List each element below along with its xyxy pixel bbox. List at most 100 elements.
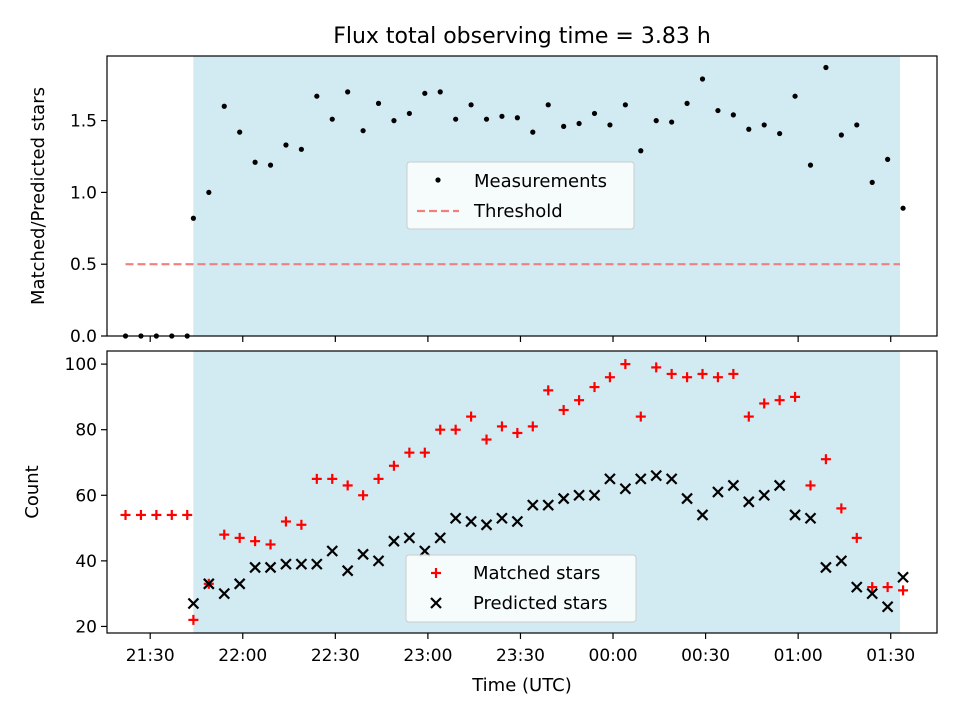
matched-stars-point [496, 421, 507, 432]
x-tick-label: 01:00 [774, 646, 823, 666]
bottom-axes-frame [106, 350, 938, 634]
predicted-stars-point [773, 479, 786, 492]
matched-stars-point [635, 411, 646, 422]
measurement-point [869, 179, 875, 185]
measurement-point [545, 102, 551, 108]
predicted-stars-point [218, 587, 231, 600]
measurement-point [900, 205, 906, 211]
top-legend-box [406, 161, 635, 230]
matched-stars-point [836, 503, 847, 514]
predicted-stars-point [372, 555, 385, 567]
predicted-stars-point [295, 558, 308, 570]
matched-stars-point [589, 382, 600, 393]
y-tick-label: 0.5 [70, 255, 97, 275]
measurement-point [468, 102, 474, 108]
measurement-point [591, 110, 598, 117]
matched-stars-point [743, 411, 754, 422]
legend-measurements-label: Measurements [474, 171, 607, 192]
x-tick-label: 01:30 [866, 646, 915, 666]
measurement-point [406, 110, 412, 117]
predicted-stars-point [187, 597, 200, 610]
matched-stars-point [373, 473, 384, 484]
predicted-stars-point [264, 561, 277, 574]
bottom-legend-box [405, 554, 637, 623]
measurement-point [283, 142, 289, 148]
predicted-stars-point [434, 532, 447, 544]
matched-stars-point [481, 434, 492, 445]
measurement-point [561, 123, 567, 129]
predicted-stars-point [727, 479, 740, 492]
measurement-point [730, 112, 736, 118]
top-y-axis: 0.0 0.5 1.0 1.5 [70, 112, 107, 347]
predicted-stars-point [758, 489, 770, 502]
predicted-stars-point [465, 515, 477, 528]
x-tick-label: 21:30 [126, 646, 175, 666]
measurement-point [807, 162, 814, 168]
matched-stars-point [280, 516, 291, 527]
measurement-point [792, 93, 798, 99]
matched-stars-point [867, 582, 878, 593]
measurement-point [514, 115, 520, 121]
matched-stars-point [450, 424, 461, 435]
x-tick-label: 23:00 [403, 646, 452, 666]
measurement-point [854, 122, 860, 128]
matched-stars-point [558, 405, 569, 416]
legend-predicted-label: Predicted stars [473, 593, 607, 614]
matched-stars-point [327, 473, 338, 484]
predicted-stars-point [712, 486, 724, 498]
predicted-stars-point [203, 578, 215, 590]
matched-stars-point [435, 424, 446, 435]
measurement-point [622, 102, 628, 108]
matched-stars-point [805, 480, 816, 491]
predicted-stars-point [403, 532, 416, 544]
predicted-stars-point [233, 578, 246, 590]
matched-stars-point [219, 529, 230, 540]
matched-stars-point [182, 509, 193, 520]
bottom-y-axis-label: Count [22, 465, 43, 518]
measurement-point [761, 122, 767, 128]
matched-stars-point [342, 480, 353, 491]
measurement-point [190, 215, 196, 221]
measurement-point [329, 116, 335, 122]
measurement-point [360, 128, 366, 134]
measurement-point [838, 132, 844, 138]
matched-stars-point [820, 454, 831, 465]
predicted-stars-point [311, 558, 323, 570]
predicted-stars-point [850, 581, 863, 593]
measurement-point [576, 120, 582, 127]
matched-stars-point [466, 411, 477, 422]
measurement-point [530, 129, 536, 135]
matched-stars-point [388, 460, 399, 471]
measurement-point [391, 118, 397, 124]
x-tick-label: 22:30 [311, 646, 360, 666]
y-tick-label: 60 [75, 486, 97, 506]
measurement-point [885, 156, 891, 162]
measurement-point [669, 119, 675, 125]
predicted-stars-point [480, 519, 493, 531]
matched-stars-point [188, 614, 199, 625]
measurement-point [252, 159, 258, 165]
measurement-point [653, 118, 659, 124]
matched-stars-point [265, 539, 276, 550]
predicted-stars-point [804, 512, 817, 525]
y-tick-label: 100 [65, 355, 97, 375]
y-tick-label: 0.0 [70, 327, 97, 347]
matched-stars-point [604, 372, 615, 383]
predicted-stars-point [866, 587, 878, 600]
measurement-point [298, 146, 304, 152]
matched-stars-point [166, 509, 177, 520]
predicted-stars-point [388, 535, 400, 547]
x-tick-label: 00:30 [681, 646, 730, 666]
matched-stars-point [234, 532, 245, 543]
legend-predicted-marker [430, 597, 442, 609]
predicted-stars-point [665, 473, 678, 485]
predicted-stars-point [650, 469, 662, 482]
legend-measurements-marker [435, 177, 441, 183]
matched-stars-point [712, 372, 723, 383]
predicted-stars-point [496, 512, 508, 525]
predicted-stars-point [789, 509, 801, 521]
matched-stars-point [851, 532, 862, 543]
matched-stars-point [135, 509, 146, 520]
matched-stars-point [512, 427, 523, 438]
predicted-stars-point [897, 571, 909, 584]
